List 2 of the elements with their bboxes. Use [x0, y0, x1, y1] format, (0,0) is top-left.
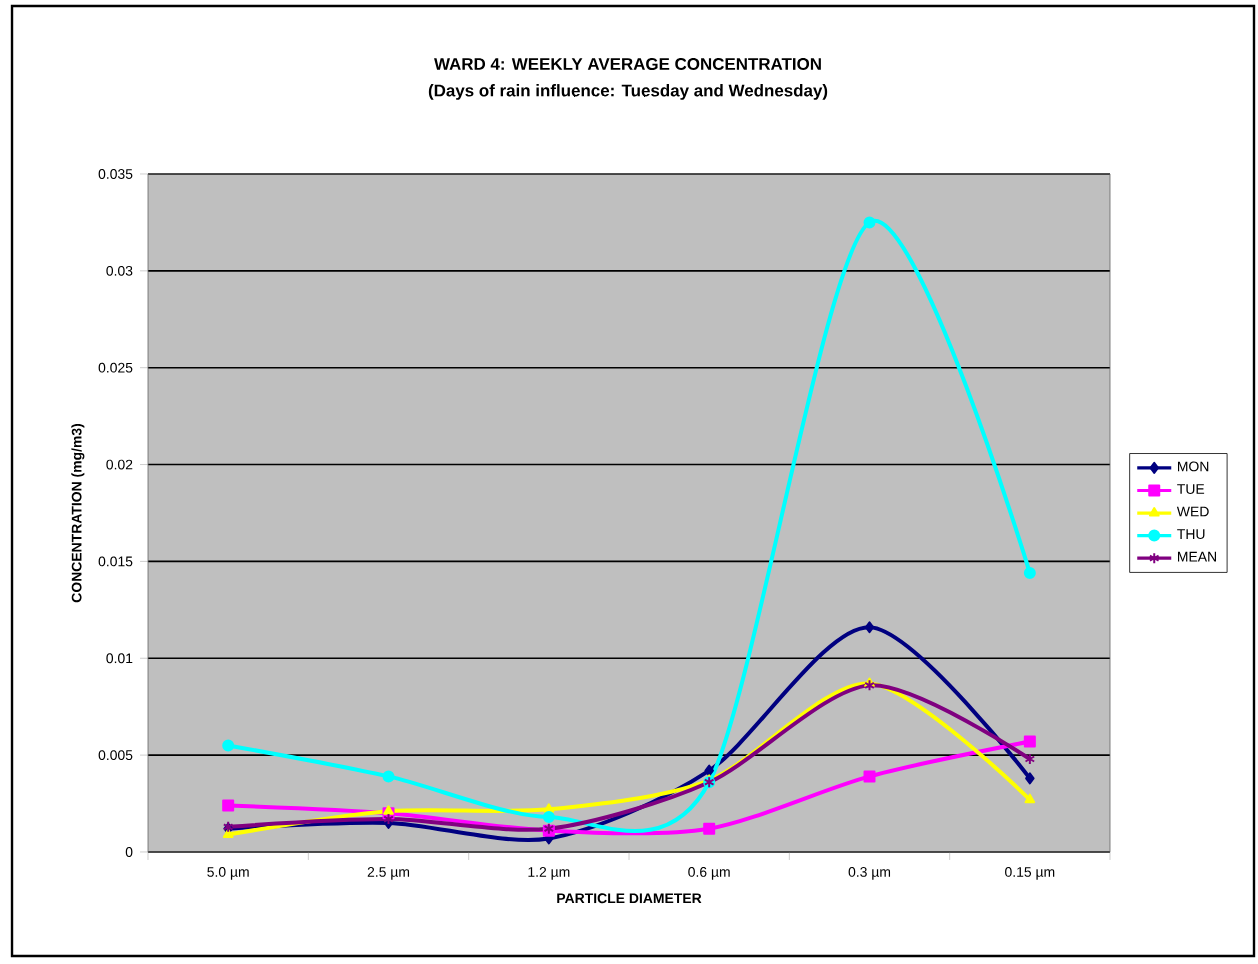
chart-subtitle: (Days of rain influence: Tuesday and Wednesday) — [428, 84, 828, 100]
chart-title: WARD 4: WEEKLY AVERAGE CONCENTRATION — [434, 58, 821, 70]
